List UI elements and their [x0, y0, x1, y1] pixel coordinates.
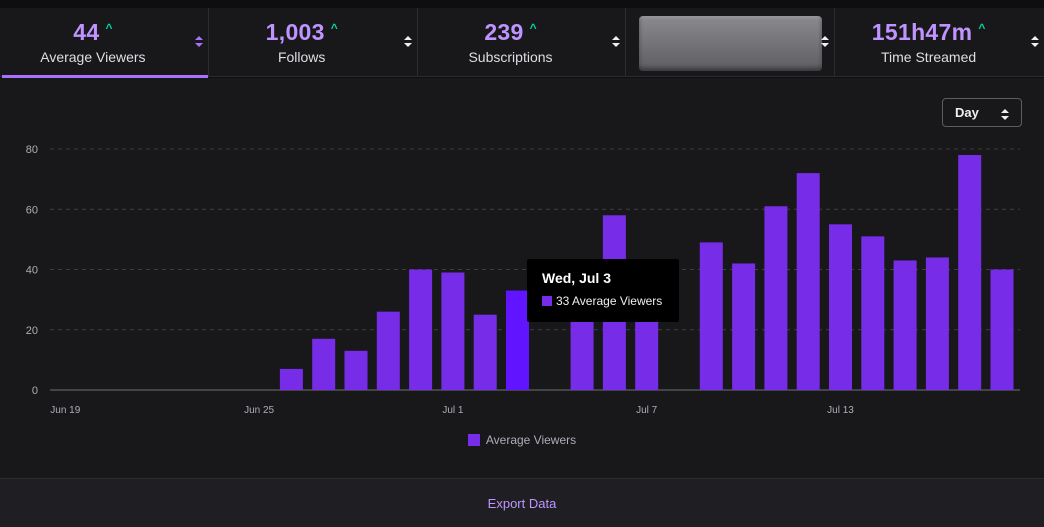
x-tick-label: Jun 25 [244, 405, 274, 416]
bar[interactable] [893, 260, 917, 390]
bar[interactable] [409, 269, 433, 391]
sort-toggle-icon[interactable] [193, 33, 205, 49]
bar[interactable] [732, 263, 756, 390]
bar[interactable] [279, 368, 303, 390]
y-tick-label: 0 [32, 385, 38, 397]
stat-content: 1,003 ^ Follows [209, 18, 395, 66]
stat-tab-subscriptions[interactable]: 239 ^ Subscriptions [418, 8, 627, 77]
bar[interactable] [958, 155, 982, 390]
bar[interactable] [925, 257, 949, 390]
period-select[interactable]: Day [942, 98, 1022, 127]
chart-panel: 0 20 40 60 80 Jun 19 Jun 25 Jul 1 Jul 7 Jul 13 Da… [0, 78, 1044, 478]
legend-swatch [467, 434, 480, 446]
average-viewers-bar-chart: 0 20 40 60 80 Jun 19 Jun 25 Jul 1 Jul 7 Jul 13 [26, 144, 1020, 416]
stat-label: Follows [277, 49, 326, 65]
chart-legend: Average Viewers [0, 433, 1044, 447]
bar[interactable] [570, 311, 594, 390]
stat-value: 239 [484, 18, 524, 45]
sort-toggle-icon[interactable] [1029, 33, 1041, 49]
select-chevron-icon [999, 106, 1011, 122]
stat-tab-time-streamed[interactable]: 151h47m ^ Time Streamed [835, 8, 1044, 77]
stats-tab-bar: 44 ^ Average Viewers 1,003 ^ Follows 239… [0, 8, 1044, 78]
bar[interactable] [796, 173, 820, 390]
trend-up-icon: ^ [529, 21, 537, 35]
stat-content: 44 ^ Average Viewers [0, 18, 186, 66]
legend-label: Average Viewers [485, 433, 577, 447]
trend-up-icon: ^ [330, 21, 338, 35]
bar[interactable] [829, 224, 852, 390]
period-select-value: Day [955, 105, 979, 120]
bar[interactable] [990, 269, 1014, 391]
y-tick-label: 80 [26, 144, 38, 156]
export-data-link[interactable]: Export Data [487, 495, 557, 511]
y-tick-label: 20 [26, 325, 38, 337]
chart-tooltip: Wed, Jul 3 33 Average Viewers [527, 259, 679, 322]
x-tick-label: Jul 13 [827, 405, 854, 416]
trend-up-icon: ^ [105, 21, 113, 35]
x-tick-label: Jun 19 [50, 405, 80, 416]
stat-value: 151h47m [871, 18, 973, 45]
stat-tab-follows[interactable]: 1,003 ^ Follows [209, 8, 418, 77]
stat-content: 151h47m ^ Time Streamed [835, 18, 1022, 66]
stat-label: Subscriptions [468, 49, 553, 65]
tooltip-value: 33 Average Viewers [556, 294, 663, 308]
trend-up-icon: ^ [978, 21, 986, 35]
bar[interactable] [376, 311, 400, 390]
bar[interactable] [473, 314, 497, 390]
bar[interactable] [764, 206, 788, 390]
chart-footer: Export Data [0, 478, 1044, 527]
redacted-blur-image [639, 16, 823, 71]
sort-toggle-icon[interactable] [402, 33, 414, 49]
stat-label: Average Viewers [40, 49, 146, 65]
tooltip-title: Wed, Jul 3 [542, 270, 611, 286]
stat-content: 239 ^ Subscriptions [418, 18, 604, 66]
bar[interactable] [441, 272, 465, 390]
bar[interactable] [344, 350, 368, 390]
stat-tab-average-viewers[interactable]: 44 ^ Average Viewers [0, 8, 209, 78]
stat-value: 44 [73, 18, 100, 45]
stat-tab-redacted[interactable] [626, 8, 836, 77]
bar[interactable] [312, 338, 336, 390]
sort-toggle-icon[interactable] [610, 33, 622, 49]
bar[interactable] [699, 242, 723, 390]
bar[interactable] [861, 236, 885, 390]
tooltip-swatch [542, 296, 552, 306]
sort-toggle-icon[interactable] [819, 33, 831, 49]
bar[interactable] [635, 320, 659, 390]
x-tick-label: Jul 1 [442, 405, 464, 416]
tooltip-row: 33 Average Viewers [542, 294, 679, 308]
y-tick-label: 60 [26, 204, 38, 216]
stat-value: 1,003 [265, 18, 325, 45]
x-tick-label: Jul 7 [636, 405, 658, 416]
stat-label: Time Streamed [880, 49, 977, 65]
y-tick-label: 40 [26, 265, 38, 277]
bar-highlighted[interactable] [506, 290, 529, 390]
